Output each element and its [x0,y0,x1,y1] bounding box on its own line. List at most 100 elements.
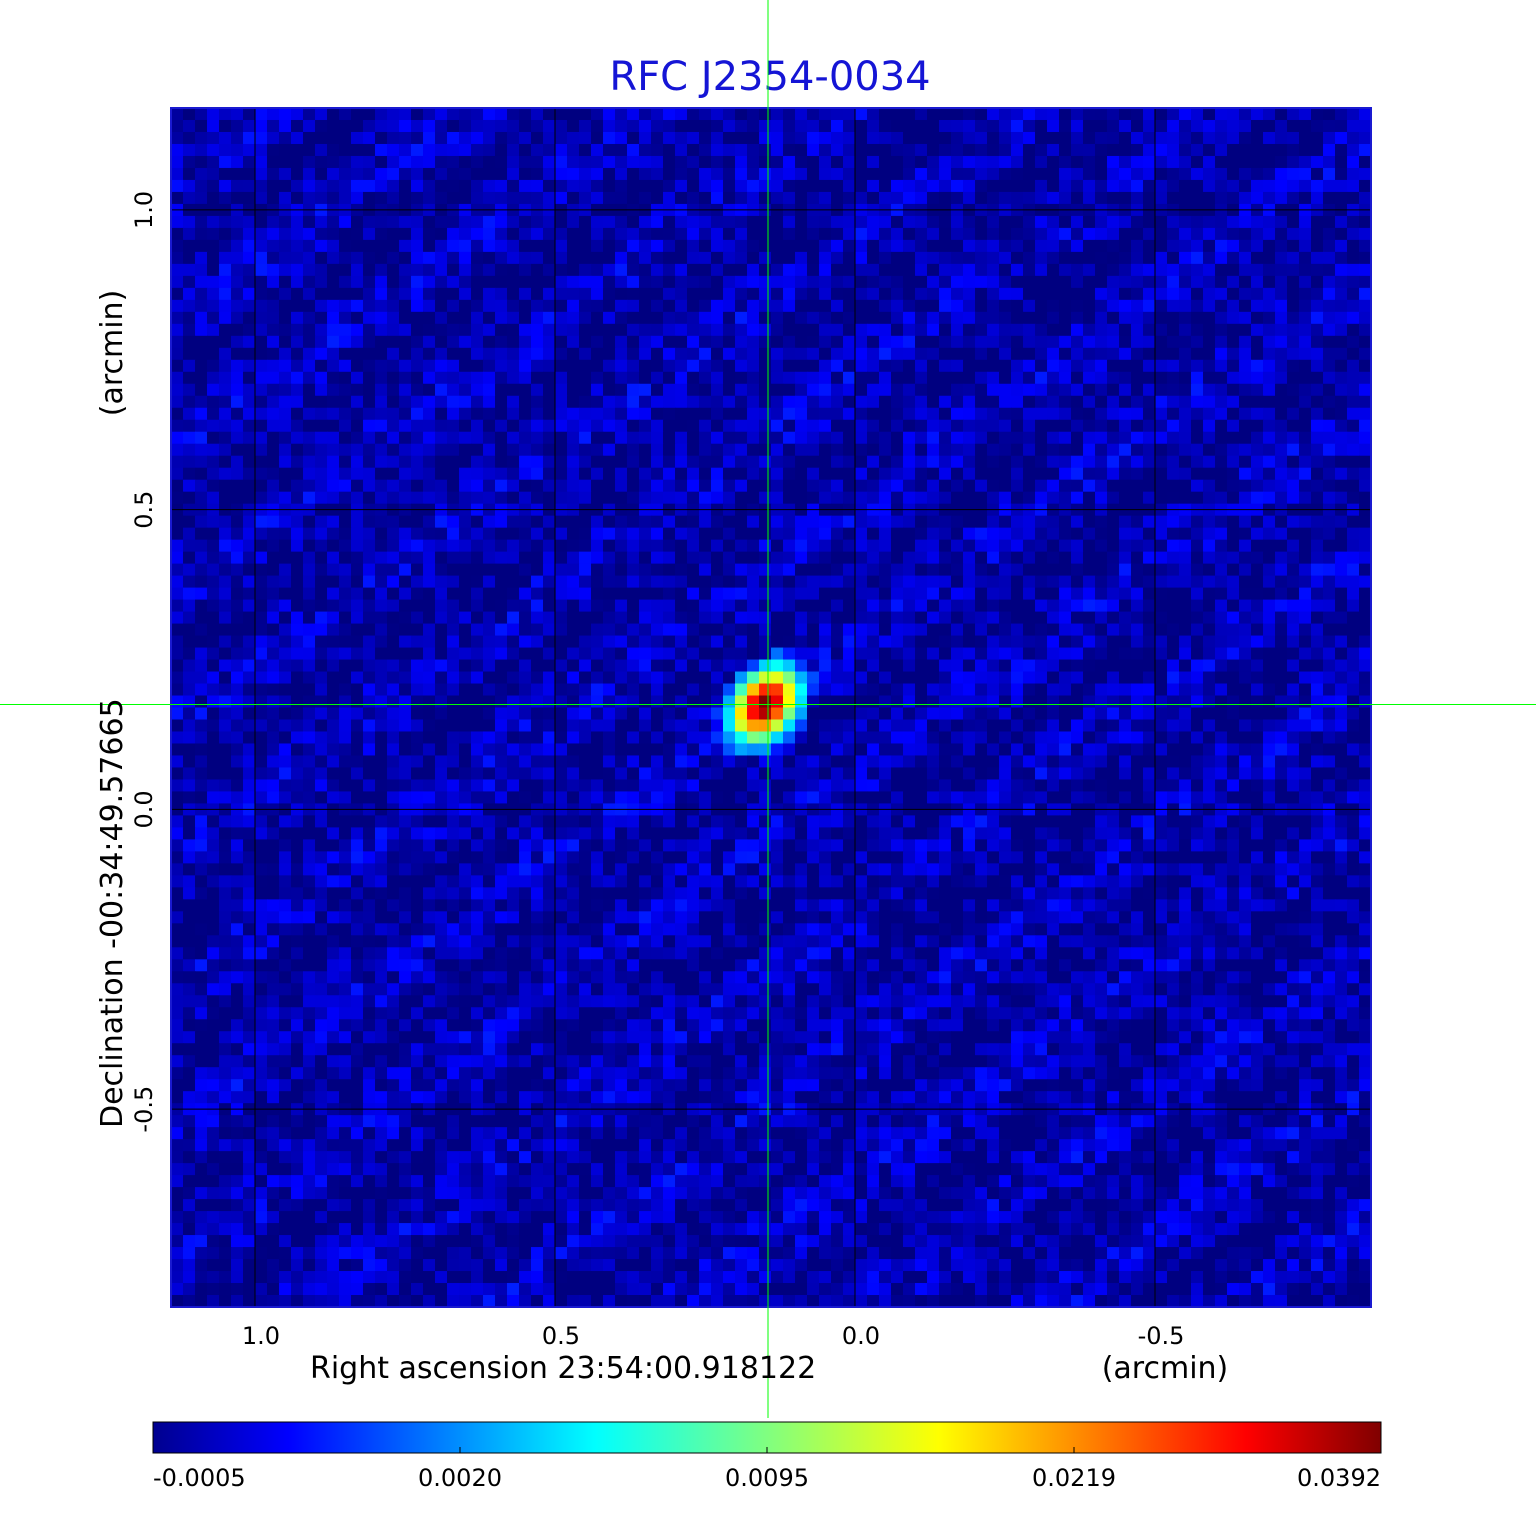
heatmap-cell [423,431,436,445]
heatmap-cell [231,695,244,709]
heatmap-cell [243,695,256,709]
heatmap-cell [447,575,460,589]
heatmap-cell [327,191,340,205]
heatmap-cell [927,455,940,469]
heatmap-cell [915,347,928,361]
heatmap-cell [183,575,196,589]
heatmap-cell [1143,179,1156,193]
heatmap-cell [663,299,676,313]
heatmap-cell [219,575,232,589]
heatmap-cell [399,395,412,409]
heatmap-cell [1347,431,1360,445]
heatmap-cell [1227,155,1240,169]
heatmap-cell [843,143,856,157]
heatmap-cell [855,323,868,337]
heatmap-cell [879,383,892,397]
heatmap-cell [663,695,676,709]
heatmap-cell [699,599,712,613]
heatmap-cell [1287,587,1300,601]
heatmap-cell [219,659,232,673]
heatmap-cell [819,407,832,421]
heatmap-cell [723,623,736,637]
heatmap-cell [891,311,904,325]
heatmap-cell [795,179,808,193]
heatmap-cell [1287,299,1300,313]
heatmap-cell [183,479,196,493]
heatmap-cell [219,695,232,709]
heatmap-cell [711,443,724,457]
heatmap-cell [375,323,388,337]
heatmap-cell [675,539,688,553]
heatmap-cell [183,371,196,385]
heatmap-cell [639,647,652,661]
heatmap-cell [1215,335,1228,349]
heatmap-cell [855,431,868,445]
heatmap-cell [327,287,340,301]
heatmap-cell [555,311,568,325]
heatmap-cell [1011,263,1024,277]
heatmap-cell [531,455,544,469]
heatmap-cell [207,419,220,433]
heatmap-cell [951,371,964,385]
heatmap-cell [255,647,268,661]
heatmap-cell [951,323,964,337]
heatmap-cell [267,155,280,169]
heatmap-cell [507,347,520,361]
heatmap-cell [579,311,592,325]
heatmap-cell [411,275,424,289]
heatmap-cell [1311,407,1324,421]
heatmap-cell [1299,179,1312,193]
heatmap-cell [915,215,928,229]
heatmap-cell [543,479,556,493]
heatmap-cell [267,323,280,337]
heatmap-cell [843,359,856,373]
heatmap-cell [603,467,616,481]
heatmap-cell [231,299,244,313]
heatmap-cell [519,263,532,277]
heatmap-cell [723,143,736,157]
heatmap-cell [1107,239,1120,253]
heatmap-cell [879,611,892,625]
heatmap-cell [639,155,652,169]
heatmap-cell [267,179,280,193]
heatmap-cell [303,515,316,529]
heatmap-cell [1215,215,1228,229]
heatmap-cell [591,491,604,505]
heatmap-cell [1227,287,1240,301]
heatmap-cell [699,467,712,481]
heatmap-cell [339,659,352,673]
heatmap-cell [591,515,604,529]
heatmap-cell [1263,431,1276,445]
heatmap-cell [579,671,592,685]
heatmap-cell [795,551,808,565]
heatmap-cell [951,347,964,361]
heatmap-cell [1167,215,1180,229]
heatmap-cell [207,108,220,121]
heatmap-cell [315,215,328,229]
heatmap-cell [723,431,736,445]
heatmap-cell [807,467,820,481]
heatmap-cell [555,515,568,529]
heatmap-cell [375,467,388,481]
heatmap-cell [975,467,988,481]
heatmap-cell [999,275,1012,289]
heatmap-cell [819,491,832,505]
heatmap-cell [1323,587,1336,601]
heatmap-cell [927,587,940,601]
heatmap-cell [411,287,424,301]
heatmap-cell [375,647,388,661]
heatmap-cell [543,239,556,253]
heatmap-cell [1191,455,1204,469]
heatmap-cell [639,623,652,637]
heatmap-cell [831,275,844,289]
heatmap-cell [975,251,988,265]
heatmap-cell [1131,227,1144,241]
heatmap-cell [903,191,916,205]
heatmap-cell [1047,263,1060,277]
heatmap-cell [519,551,532,565]
heatmap-cell [963,431,976,445]
heatmap-cell [579,611,592,625]
heatmap-cell [1083,467,1096,481]
heatmap-cell [303,539,316,553]
heatmap-cell [207,479,220,493]
